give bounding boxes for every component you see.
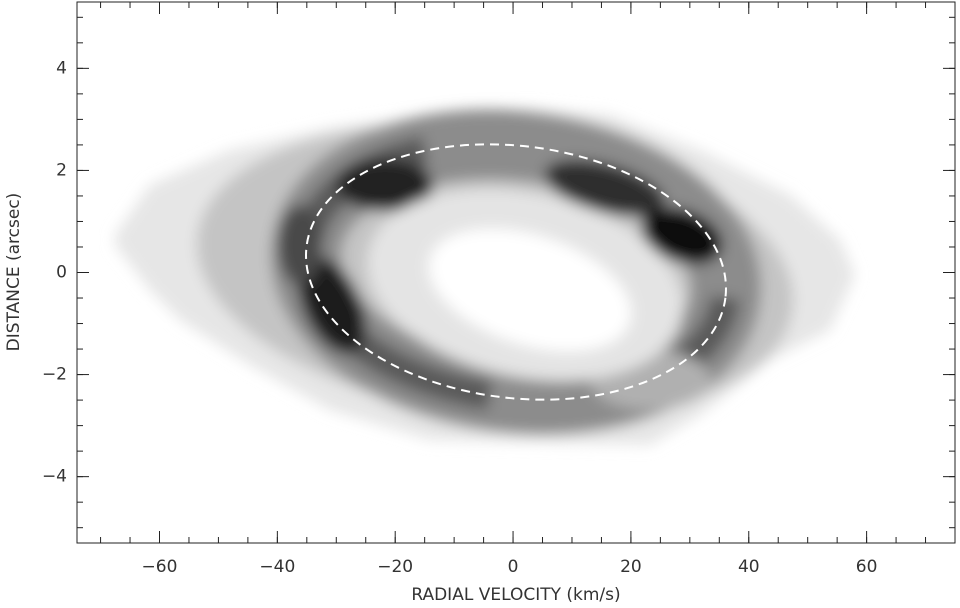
- x-axis-label: RADIAL VELOCITY (km/s): [411, 585, 620, 605]
- x-tick-label: 20: [620, 557, 642, 577]
- y-tick-label: −2: [42, 365, 67, 385]
- emission-map: [115, 108, 855, 445]
- y-tick-label: 0: [56, 263, 67, 283]
- x-tick-label: 40: [738, 557, 760, 577]
- x-tick-label: −20: [377, 557, 413, 577]
- y-tick-label: 2: [56, 160, 67, 180]
- x-tick-label: −40: [259, 557, 295, 577]
- y-tick-label: −4: [42, 467, 67, 487]
- x-tick-label: −60: [142, 557, 178, 577]
- y-tick-label: 4: [56, 58, 67, 78]
- y-axis-label: DISTANCE (arcsec): [4, 193, 24, 352]
- x-tick-label: 0: [508, 557, 519, 577]
- x-tick-label: 60: [856, 557, 878, 577]
- intensity-image: [115, 108, 855, 445]
